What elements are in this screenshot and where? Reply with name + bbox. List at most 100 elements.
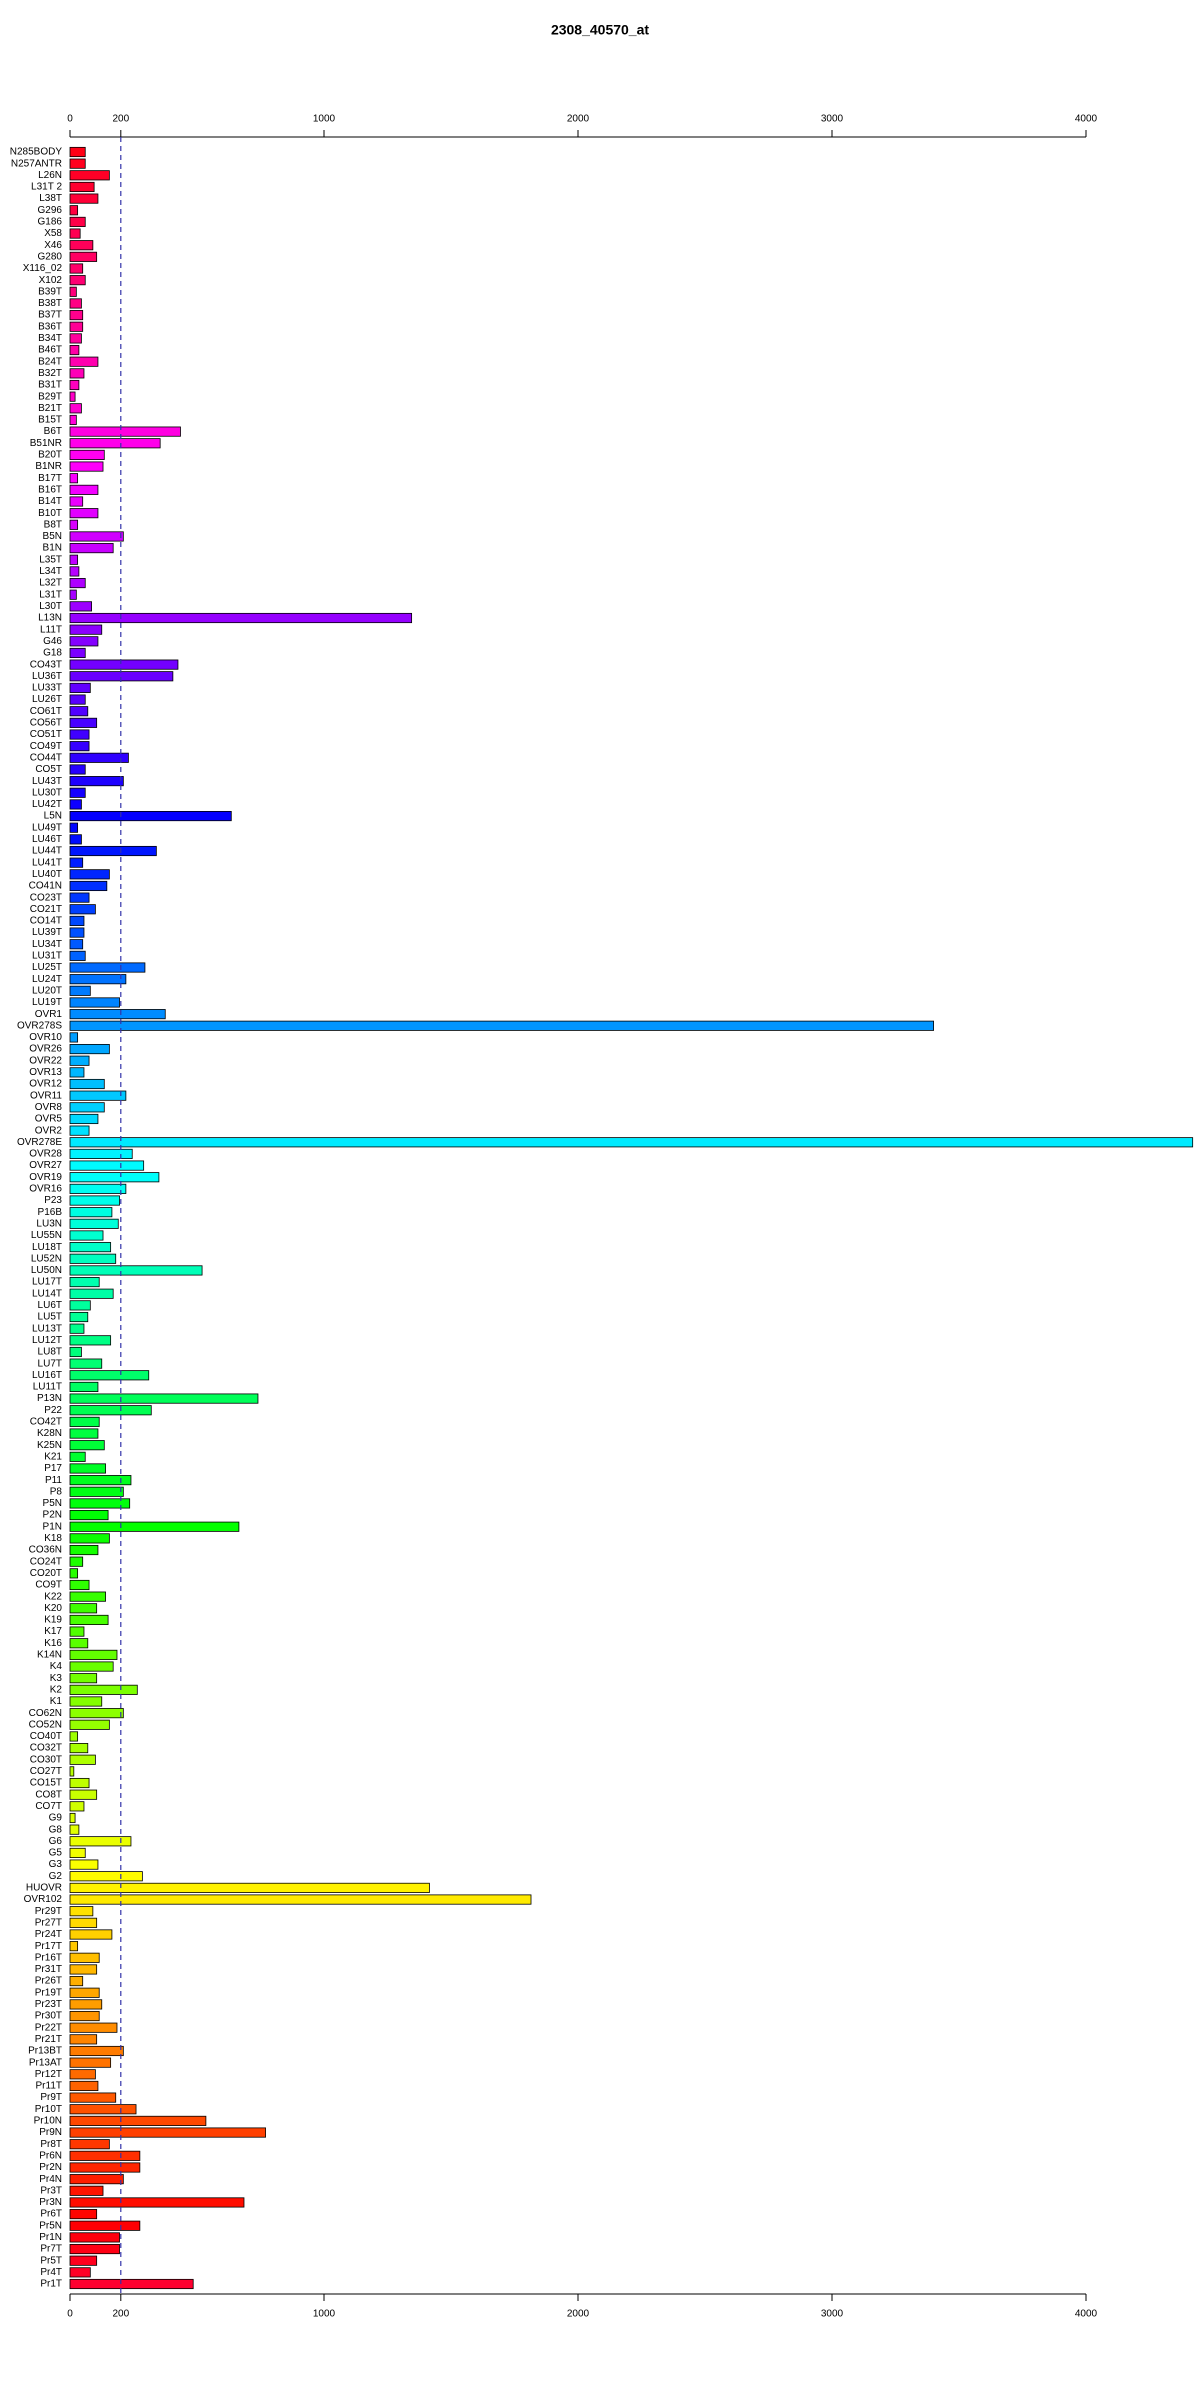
bar bbox=[69, 251, 98, 262]
y-tick-label: CO15T bbox=[30, 1778, 62, 1789]
bar bbox=[69, 193, 99, 204]
bar bbox=[69, 2162, 141, 2173]
bar bbox=[69, 1009, 166, 1020]
y-tick-label: K20 bbox=[44, 1603, 62, 1614]
y-tick-label: X116_02 bbox=[23, 263, 63, 274]
bar bbox=[69, 263, 84, 274]
bar bbox=[69, 1113, 99, 1125]
bar bbox=[69, 2255, 98, 2266]
bar bbox=[69, 1754, 96, 1765]
y-tick-label: OVR8 bbox=[35, 1102, 63, 1113]
y-tick-label: B20T bbox=[38, 450, 62, 461]
y-tick-label: CO40T bbox=[30, 1731, 62, 1742]
bar bbox=[69, 1218, 119, 1229]
bar bbox=[69, 2010, 100, 2022]
y-tick-label: Pr12T bbox=[35, 2069, 62, 2080]
bar bbox=[69, 1428, 99, 1439]
y-tick-label: LU50N bbox=[31, 1265, 62, 1276]
bar bbox=[69, 1708, 124, 1719]
x-tick-label: 3000 bbox=[821, 2309, 844, 2320]
bar bbox=[69, 484, 99, 495]
y-tick-label: B51NR bbox=[30, 438, 62, 449]
bar bbox=[69, 1498, 131, 1509]
chart-title: 2308_40570_at bbox=[551, 22, 649, 38]
y-tick-label: LU26T bbox=[32, 694, 62, 705]
bar bbox=[69, 1416, 100, 1427]
y-tick-label: LU40T bbox=[32, 869, 62, 880]
bar bbox=[69, 426, 181, 437]
y-tick-label: P23 bbox=[44, 1195, 62, 1206]
bar bbox=[69, 1020, 934, 1031]
y-tick-label: B5N bbox=[43, 531, 62, 542]
bar bbox=[69, 298, 82, 309]
y-tick-label: B39T bbox=[38, 286, 62, 297]
bar bbox=[69, 1999, 103, 2010]
bar bbox=[69, 473, 79, 484]
y-tick-label: Pr21T bbox=[35, 2034, 62, 2045]
bar bbox=[69, 356, 99, 367]
y-tick-label: G186 bbox=[38, 217, 63, 228]
bar bbox=[69, 1533, 110, 1544]
bar bbox=[69, 752, 129, 763]
bar bbox=[69, 368, 85, 379]
bar bbox=[69, 939, 84, 950]
bar bbox=[69, 647, 86, 659]
y-tick-label: OVR102 bbox=[24, 1894, 63, 1905]
bar bbox=[69, 950, 86, 961]
bar bbox=[69, 1521, 240, 1532]
bar bbox=[69, 799, 82, 810]
y-tick-label: CO9T bbox=[35, 1580, 62, 1591]
y-tick-label: CO30T bbox=[30, 1754, 62, 1765]
bar bbox=[69, 2022, 118, 2033]
y-tick-label: OVR27 bbox=[29, 1160, 62, 1171]
bar bbox=[69, 2243, 120, 2255]
bar bbox=[69, 170, 110, 181]
y-tick-label: P2N bbox=[43, 1510, 62, 1521]
bar bbox=[69, 508, 99, 519]
bar bbox=[69, 1475, 132, 1486]
bar bbox=[69, 776, 124, 787]
bar bbox=[69, 2034, 98, 2045]
bar bbox=[69, 717, 98, 728]
bar bbox=[69, 589, 77, 600]
y-tick-label: Pr19T bbox=[35, 1987, 62, 1998]
y-tick-label: LU18T bbox=[32, 1242, 62, 1253]
y-tick-label: P13N bbox=[37, 1393, 62, 1404]
bar bbox=[69, 1673, 98, 1684]
y-tick-label: K25N bbox=[37, 1440, 62, 1451]
bar bbox=[69, 682, 91, 693]
bar bbox=[69, 729, 90, 740]
x-tick-label: 4000 bbox=[1075, 114, 1098, 125]
bar bbox=[69, 146, 86, 158]
bar bbox=[69, 845, 157, 857]
y-tick-label: CO42T bbox=[30, 1417, 62, 1428]
y-tick-label: LU44T bbox=[32, 846, 62, 857]
y-tick-label: LU3N bbox=[36, 1218, 62, 1229]
y-tick-label: CO41N bbox=[29, 881, 62, 892]
y-tick-label: CO43T bbox=[30, 659, 62, 670]
bar bbox=[69, 1894, 532, 1905]
y-tick-label: L34T bbox=[39, 566, 62, 577]
y-tick-label: Pr10T bbox=[35, 2104, 62, 2115]
bar bbox=[69, 1544, 99, 1556]
y-tick-label: LU19T bbox=[32, 997, 62, 1008]
y-tick-label: K3 bbox=[50, 1673, 63, 1684]
bar bbox=[69, 741, 90, 752]
bar bbox=[69, 1906, 94, 1917]
bar bbox=[69, 1626, 85, 1637]
y-tick-label: LU8T bbox=[38, 1347, 62, 1358]
bar bbox=[69, 1125, 90, 1136]
y-tick-label: LU31T bbox=[32, 951, 62, 962]
y-tick-label: CO51T bbox=[30, 729, 62, 740]
bar bbox=[69, 1976, 84, 1987]
y-tick-label: LU7T bbox=[38, 1358, 62, 1369]
bar bbox=[69, 1789, 98, 1800]
bar bbox=[69, 904, 96, 915]
bar bbox=[69, 1393, 259, 1404]
y-tick-label: OVR10 bbox=[29, 1032, 62, 1043]
y-tick-label: CO52N bbox=[29, 1719, 62, 1730]
y-tick-label: LU34T bbox=[32, 939, 62, 950]
y-tick-label: CO61T bbox=[30, 706, 62, 717]
y-tick-label: L32T bbox=[39, 578, 62, 589]
bar bbox=[69, 2057, 112, 2068]
